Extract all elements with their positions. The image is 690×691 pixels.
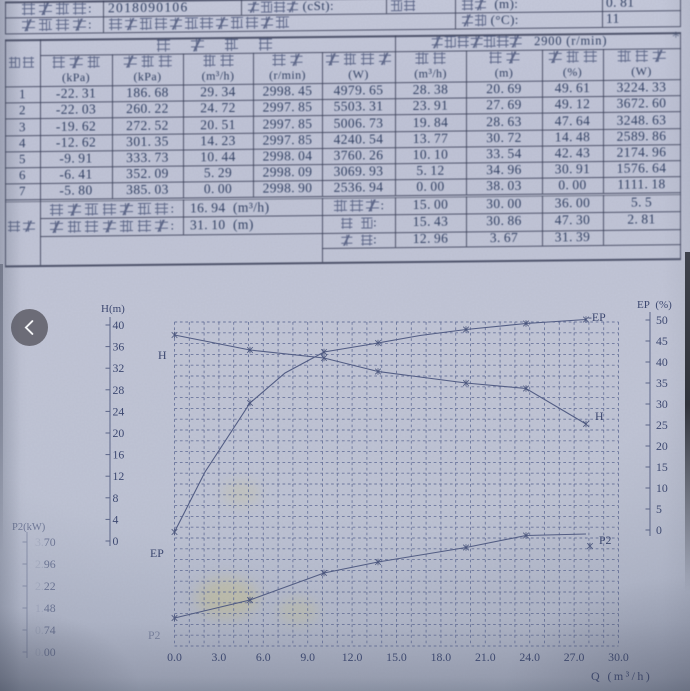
svg-text:28: 28 bbox=[113, 383, 125, 397]
svg-text:45: 45 bbox=[656, 334, 668, 348]
svg-text:24: 24 bbox=[113, 404, 125, 418]
svg-text:P2(kW): P2(kW) bbox=[12, 522, 46, 533]
svg-text:4: 4 bbox=[113, 512, 119, 526]
svg-text:8: 8 bbox=[113, 491, 119, 505]
svg-text:3.70: 3.70 bbox=[35, 535, 56, 549]
svg-text:15.0: 15.0 bbox=[386, 650, 407, 664]
svg-text:EP (%): EP (%) bbox=[637, 299, 672, 311]
svg-text:-EP: -EP bbox=[588, 310, 606, 324]
svg-text:32: 32 bbox=[113, 361, 125, 375]
svg-text:5: 5 bbox=[656, 502, 662, 516]
svg-text:24.0: 24.0 bbox=[519, 650, 540, 664]
svg-text:40: 40 bbox=[656, 355, 668, 369]
svg-text:15: 15 bbox=[656, 460, 668, 474]
svg-text:0: 0 bbox=[113, 534, 119, 548]
svg-text:20: 20 bbox=[656, 439, 668, 453]
svg-text:30.0: 30.0 bbox=[608, 650, 629, 664]
svg-text:40: 40 bbox=[113, 318, 125, 332]
svg-text:25: 25 bbox=[656, 418, 668, 432]
svg-text:0.74: 0.74 bbox=[35, 623, 56, 637]
svg-text:27.0: 27.0 bbox=[564, 650, 585, 664]
svg-text:35: 35 bbox=[656, 376, 668, 390]
svg-text:18.0: 18.0 bbox=[431, 650, 452, 664]
svg-text:2.96: 2.96 bbox=[35, 557, 56, 571]
svg-text:0.00: 0.00 bbox=[35, 645, 56, 659]
svg-text:H: H bbox=[158, 348, 167, 362]
svg-text:H(m): H(m) bbox=[101, 303, 125, 315]
svg-text:2.22: 2.22 bbox=[35, 579, 56, 593]
svg-text:9.0: 9.0 bbox=[300, 650, 315, 664]
svg-text:P2: P2 bbox=[599, 533, 612, 547]
svg-text:16: 16 bbox=[113, 448, 125, 462]
svg-text:EP: EP bbox=[150, 546, 164, 560]
svg-text:12: 12 bbox=[113, 469, 125, 483]
svg-text:10: 10 bbox=[656, 481, 668, 495]
svg-text:50: 50 bbox=[656, 313, 668, 327]
svg-text:36: 36 bbox=[113, 340, 125, 354]
svg-text:1.48: 1.48 bbox=[35, 601, 56, 615]
svg-text:12.0: 12.0 bbox=[342, 650, 363, 664]
svg-text:0.0: 0.0 bbox=[167, 650, 182, 664]
svg-text:6.0: 6.0 bbox=[256, 650, 271, 664]
svg-text:20: 20 bbox=[113, 426, 125, 440]
svg-text:30: 30 bbox=[656, 397, 668, 411]
svg-text:Q (m³/h): Q (m³/h) bbox=[591, 669, 652, 683]
svg-text:21.0: 21.0 bbox=[475, 650, 496, 664]
svg-text:P2: P2 bbox=[148, 628, 161, 642]
svg-text:0: 0 bbox=[656, 523, 662, 537]
svg-text:H: H bbox=[595, 409, 604, 423]
svg-text:3.0: 3.0 bbox=[212, 650, 227, 664]
